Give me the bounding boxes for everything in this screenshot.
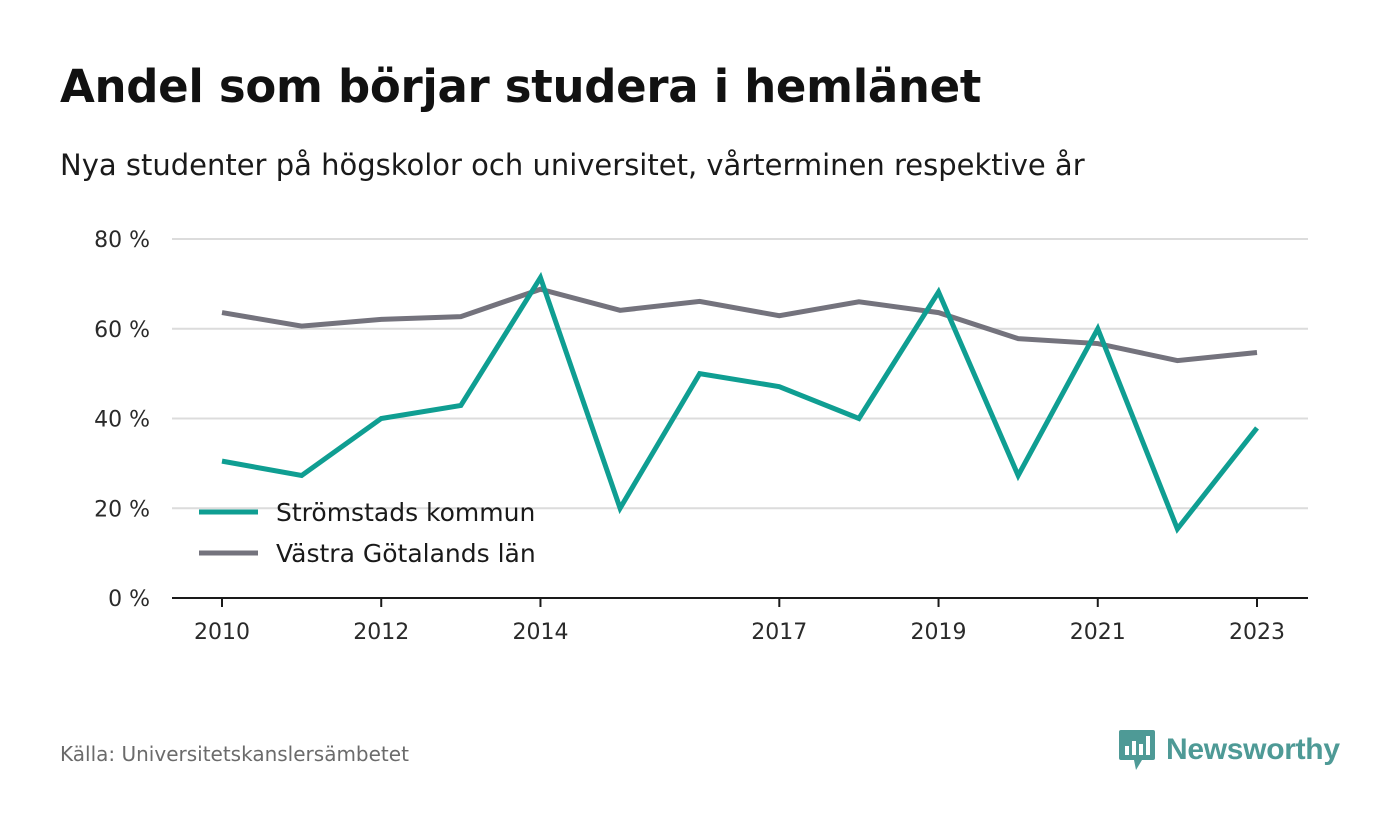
y-axis-ticks: 0 % 20 % 40 % 60 % 80 % [94,228,150,612]
y-tick-label: 20 % [94,497,150,522]
grid-lines [172,238,1308,510]
x-tick-label: 2010 [194,620,250,645]
x-tick-label: 2019 [911,620,967,645]
brand-logo: Newsworthy [1118,728,1340,772]
newsworthy-logo-icon [1119,730,1155,770]
source-note: Källa: Universitetskanslersämbetet [60,742,409,766]
chart-subtitle: Nya studenter på högskolor och universit… [60,148,1085,182]
y-tick-label: 80 % [94,228,150,253]
x-tick-label: 2014 [512,620,568,645]
brand-name: Newsworthy [1166,733,1340,766]
x-tick-label: 2017 [751,620,807,645]
series-lines [221,271,1259,534]
line-chart: 0 % 20 % 40 % 60 % 80 % 2010 2012 2014 2017 2019… [94,228,1308,645]
x-tick-label: 2021 [1070,620,1126,645]
series-line-2 [221,286,1258,364]
chart-title: Andel som börjar studera i hemlänet [60,60,982,113]
x-tick-label: 2012 [353,620,409,645]
y-tick-label: 40 % [94,408,150,433]
y-tick-label: 0 % [108,587,150,612]
legend-label: Strömstads kommun [276,498,535,527]
x-tick-label: 2023 [1229,620,1285,645]
x-axis: 2010 2012 2014 2017 2019 2021 2023 [172,597,1308,645]
series-line-1 [221,271,1259,534]
y-tick-label: 60 % [94,318,150,343]
legend: Strömstads kommun Västra Götalands län [199,498,536,568]
legend-label: Västra Götalands län [276,539,536,568]
